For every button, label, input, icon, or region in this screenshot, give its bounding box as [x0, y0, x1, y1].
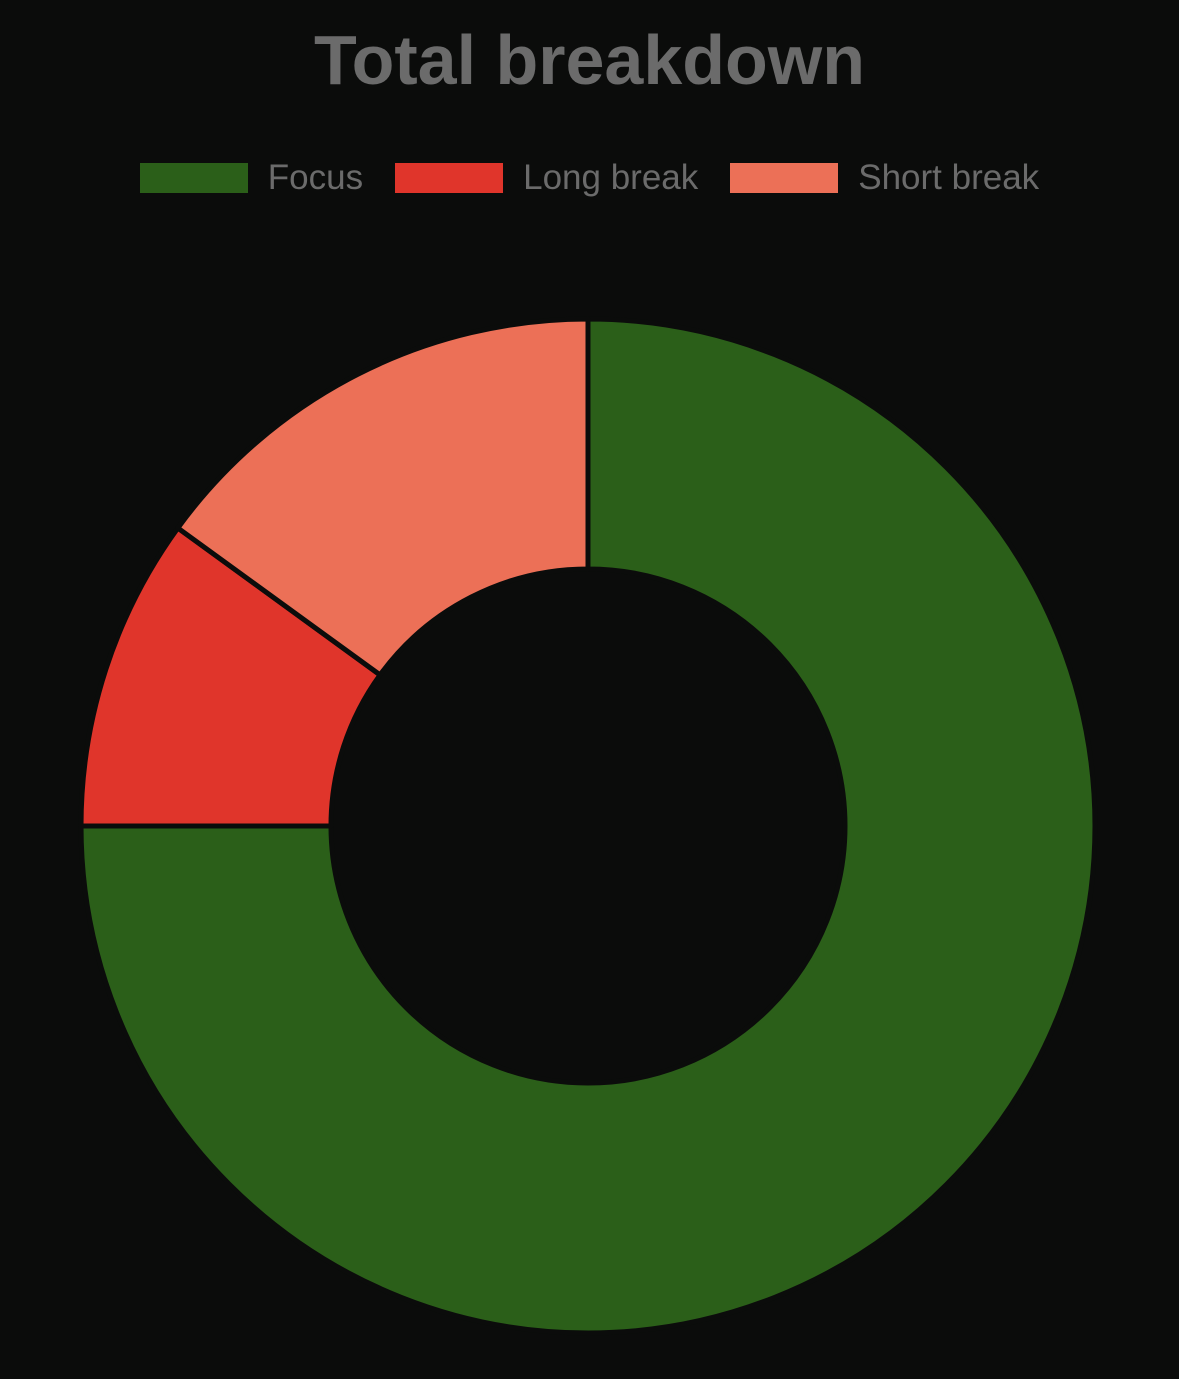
legend-item-short-break[interactable]: Short break: [730, 158, 1039, 198]
legend-item-focus[interactable]: Focus: [139, 158, 364, 198]
legend-label-long-break: Long break: [523, 158, 699, 197]
legend-swatch-focus: [139, 163, 248, 193]
chart-legend: Focus Long break Short break: [0, 158, 1179, 198]
legend-label-short-break: Short break: [858, 158, 1040, 197]
slice-short-break[interactable]: [175, 316, 591, 678]
legend-swatch-long-break: [395, 163, 504, 193]
slice-focus[interactable]: [78, 316, 1098, 1336]
legend-swatch-short-break: [730, 163, 839, 193]
chart-title: Total breakdown: [314, 21, 865, 99]
legend-label-focus: Focus: [267, 158, 364, 197]
legend-item-long-break[interactable]: Long break: [395, 158, 698, 198]
